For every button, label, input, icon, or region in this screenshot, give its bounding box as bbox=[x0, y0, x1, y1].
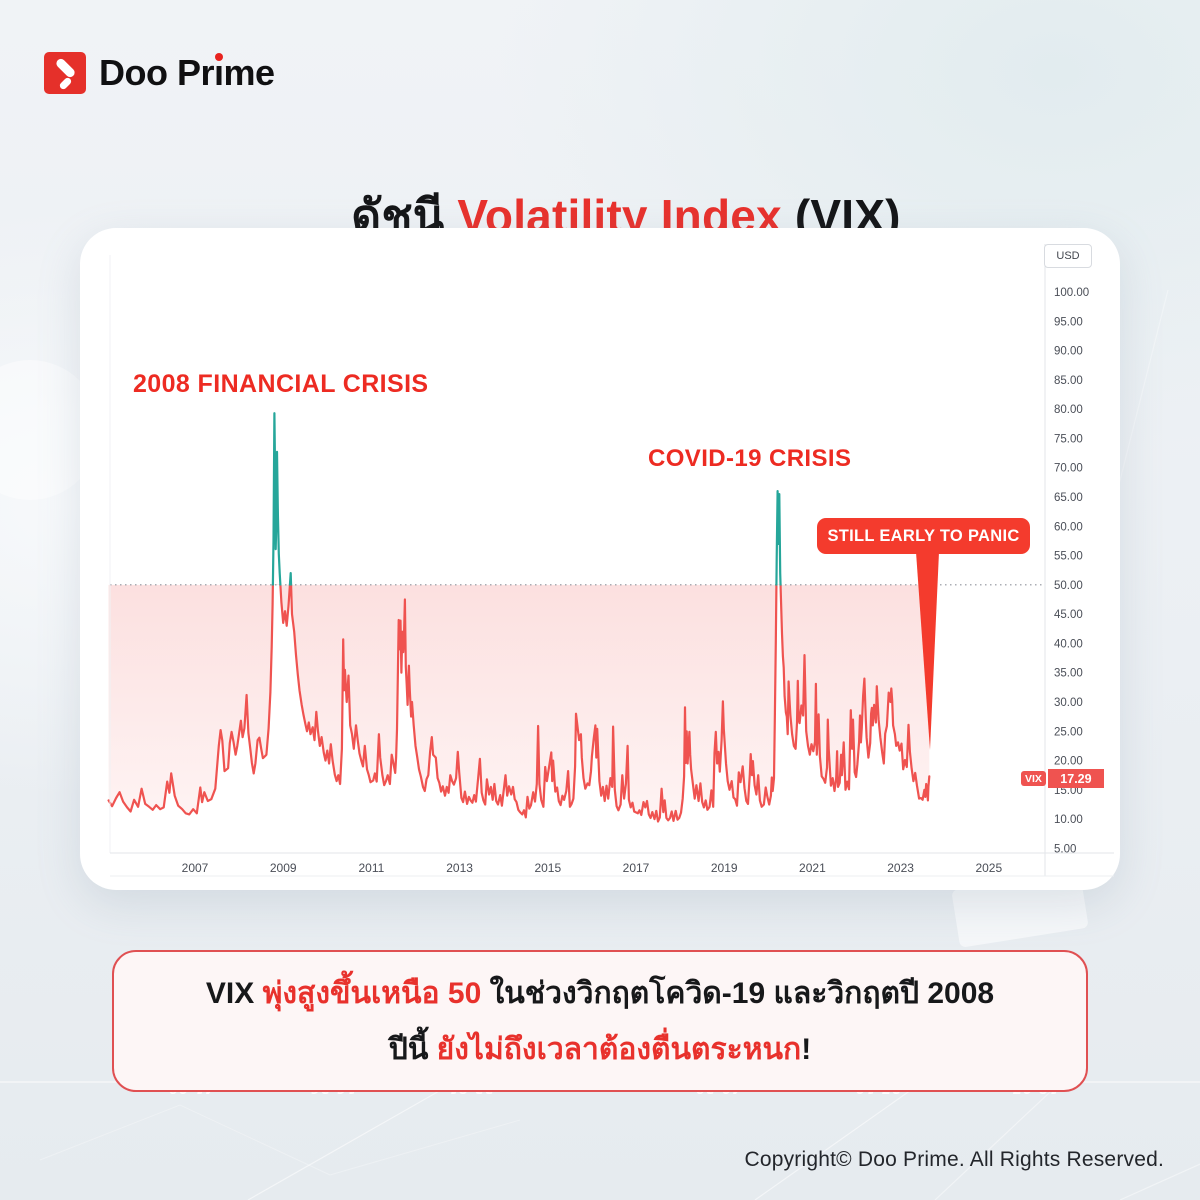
y-tick-label[interactable]: 5.00 bbox=[1054, 843, 1076, 855]
x-tick-label[interactable]: 2015 bbox=[534, 861, 561, 875]
x-tick-label[interactable]: 2007 bbox=[182, 861, 209, 875]
y-tick-label[interactable]: 90.00 bbox=[1054, 346, 1083, 358]
area-fill-below-threshold bbox=[108, 584, 930, 822]
summary-1-red: พุ่งสูงขึ้นเหนือ 50 bbox=[262, 976, 482, 1010]
x-tick-label[interactable]: 2019 bbox=[711, 861, 738, 875]
y-tick-label[interactable]: 40.00 bbox=[1054, 638, 1083, 650]
y-tick-label[interactable]: 20.00 bbox=[1054, 756, 1083, 768]
x-tick-label[interactable]: 2023 bbox=[887, 861, 914, 875]
y-tick-label[interactable]: 95.00 bbox=[1054, 316, 1083, 328]
x-tick-label[interactable]: 2011 bbox=[358, 861, 384, 875]
annotation-covid-crisis: COVID-19 CRISIS bbox=[648, 445, 852, 472]
doo-prime-logo-icon bbox=[44, 52, 86, 94]
y-tick-label[interactable]: 65.00 bbox=[1054, 492, 1083, 504]
y-tick-label[interactable]: 70.00 bbox=[1054, 463, 1083, 475]
y-tick-label[interactable]: 25.00 bbox=[1054, 726, 1083, 738]
x-tick-label[interactable]: 2009 bbox=[270, 861, 297, 875]
summary-2-red: ยังไม่ถึงเวลาต้องตื่นตระหนก bbox=[436, 1032, 802, 1066]
doo-prime-logo: Doo Prı me bbox=[44, 52, 275, 94]
y-tick-label[interactable]: 50.00 bbox=[1054, 580, 1083, 592]
summary-line-2: ปีนี้ ยังไม่ถึงเวลาต้องตื่นตระหนก! bbox=[389, 1026, 811, 1073]
summary-1-dark-2: ในช่วงวิกฤตโควิด-19 และวิกฤตปี 2008 bbox=[481, 976, 995, 1010]
summary-1-dark: VIX bbox=[205, 976, 263, 1010]
brand-i: ı bbox=[214, 52, 224, 93]
x-tick-label[interactable]: 2025 bbox=[975, 861, 1002, 875]
y-tick-label[interactable]: 35.00 bbox=[1054, 668, 1083, 680]
copyright-text: Copyright© Doo Prime. All Rights Reserve… bbox=[744, 1148, 1164, 1171]
y-tick-label[interactable]: 60.00 bbox=[1054, 521, 1083, 533]
x-tick-label[interactable]: 2013 bbox=[446, 861, 473, 875]
vix-line-below-50 bbox=[107, 584, 931, 823]
x-tick-label[interactable]: 2017 bbox=[623, 861, 650, 875]
panic-arrow-icon bbox=[916, 552, 939, 750]
price-tag-symbol: VIX bbox=[1021, 771, 1046, 786]
x-tick-label[interactable]: 2021 bbox=[799, 861, 826, 875]
chart-card: 100.00 95.00 90.00 85.00 80.00 75.00 70.00 65.0… bbox=[80, 228, 1120, 890]
summary-2-dark-2: ! bbox=[801, 1032, 812, 1066]
summary-2-dark: ปีนี้ bbox=[388, 1032, 437, 1066]
brand-i-dot bbox=[215, 53, 224, 61]
x-axis-labels: 2007 2009 2011 2013 2015 2017 2019 2021 2023 2025 bbox=[182, 861, 1003, 875]
y-tick-label[interactable]: 45.00 bbox=[1054, 609, 1083, 621]
y-tick-label[interactable]: 80.00 bbox=[1054, 404, 1083, 416]
y-axis-labels: 100.00 95.00 90.00 85.00 80.00 75.00 70.00 65.0… bbox=[1054, 287, 1089, 855]
summary-line-1: VIX พุ่งสูงขึ้นเหนือ 50 ในช่วงวิกฤตโควิด… bbox=[206, 970, 994, 1017]
summary-box: VIX พุ่งสูงขึ้นเหนือ 50 ในช่วงวิกฤตโควิด… bbox=[112, 950, 1088, 1092]
annotation-2008-crisis: 2008 FINANCIAL CRISIS bbox=[133, 370, 429, 398]
currency-usd-button[interactable]: USD bbox=[1044, 244, 1092, 268]
y-tick-label[interactable]: 55.00 bbox=[1054, 551, 1083, 563]
y-tick-label[interactable]: 30.00 bbox=[1054, 697, 1083, 709]
y-tick-label[interactable]: 100.00 bbox=[1054, 287, 1089, 299]
y-tick-label[interactable]: 85.00 bbox=[1054, 375, 1083, 387]
y-tick-label[interactable]: 10.00 bbox=[1054, 814, 1083, 826]
last-price-tag: VIX 17.29 bbox=[1021, 769, 1104, 788]
y-tick-label[interactable]: 75.00 bbox=[1054, 433, 1083, 445]
price-tag-value: 17.29 bbox=[1047, 769, 1104, 788]
vix-line-chart: 100.00 95.00 90.00 85.00 80.00 75.00 70.00 65.0… bbox=[107, 244, 1114, 877]
panic-badge: STILL EARLY TO PANIC bbox=[817, 518, 1030, 554]
brand-name: Doo Prı me bbox=[99, 52, 275, 93]
